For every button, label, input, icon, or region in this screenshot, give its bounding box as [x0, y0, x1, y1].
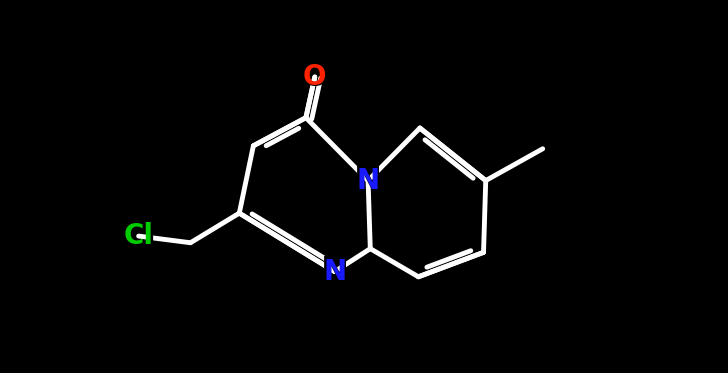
Text: O: O — [301, 60, 329, 94]
Text: N: N — [323, 258, 347, 286]
Text: N: N — [321, 255, 349, 288]
Text: N: N — [357, 167, 379, 195]
Text: Cl: Cl — [124, 222, 154, 250]
Text: O: O — [303, 63, 327, 91]
Text: N: N — [354, 164, 382, 197]
Text: Cl: Cl — [121, 220, 157, 253]
